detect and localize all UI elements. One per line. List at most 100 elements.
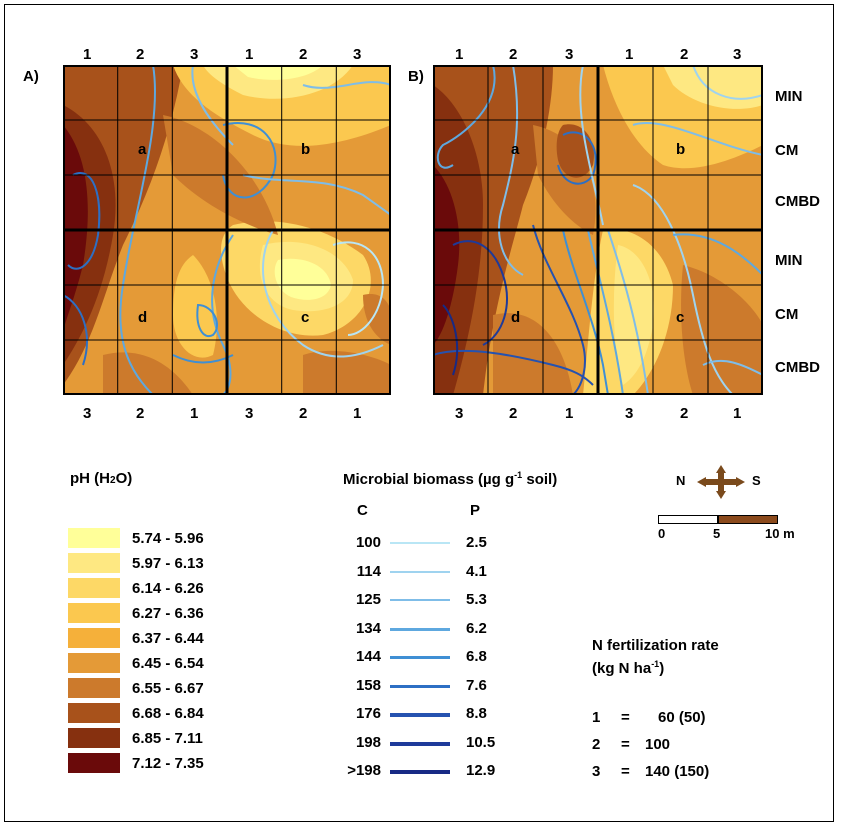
ph-range-label: 6.27 - 6.36 [132,604,204,622]
bottom-number: 2 [136,405,145,422]
biomass-legend-title: Microbial biomass (µg g-1 soil) [343,470,558,488]
biomass-contour-line [390,741,450,746]
ph-swatch [68,603,120,623]
ph-legend-row: 5.74 - 5.96 [68,528,204,548]
biomass-c-value: >198 [347,762,381,779]
figure-frame [4,4,834,822]
ph-swatch [68,628,120,648]
plot-label-d: d [511,309,521,326]
fert-equals-sign: = [621,709,630,726]
panel-b-label: B) [408,68,424,85]
biomass-p-value: 2.5 [466,534,487,551]
ph-range-label: 5.97 - 6.13 [132,554,204,572]
bottom-number: 1 [733,405,742,422]
biomass-p-value: 12.9 [466,762,496,779]
compass-n-label: N [676,473,686,488]
scale-bar-brown-segment [718,515,778,524]
top-number: 1 [455,46,464,63]
compass-arrows-icon [697,465,745,499]
bottom-number: 3 [245,405,254,422]
plot-label-c: c [301,309,310,326]
ph-legend-row: 6.85 - 7.11 [68,728,203,748]
biomass-p-value: 7.6 [466,676,487,694]
ph-legend-title: pH (H2O) [70,470,133,487]
ph-legend-row: 6.55 - 6.67 [68,678,204,698]
biomass-c-header: C [357,502,368,519]
compass-s-label: S [752,473,761,488]
scale-bar-white-segment [658,515,718,524]
row-label: CMBD [775,193,820,210]
ph-swatch [68,653,120,673]
ph-range-label: 7.12 - 7.35 [132,754,204,772]
biomass-p-value: 4.1 [466,562,487,580]
panel-b-map: a b c d [433,65,763,395]
fert-rate-number: 2 [592,736,601,753]
biomass-contour-line [390,599,450,601]
ph-swatch [68,703,120,723]
plot-label-c: c [676,309,685,326]
bottom-number: 3 [455,405,464,422]
plot-label-a: a [138,141,147,158]
row-label: CM [775,142,799,159]
ph-swatch [68,678,120,698]
top-number: 3 [733,46,742,63]
ph-legend-row: 6.27 - 6.36 [68,603,204,623]
row-label: CMBD [775,359,820,376]
ph-range-label: 6.85 - 7.11 [132,729,203,747]
bottom-number: 1 [190,405,199,422]
top-number: 3 [565,46,574,63]
top-number: 2 [299,46,308,63]
bottom-number: 1 [565,405,574,422]
row-label: MIN [775,88,803,105]
fert-rate-value: 100 [645,736,671,753]
ph-range-label: 6.55 - 6.67 [132,679,204,697]
ph-range-label: 6.37 - 6.44 [132,629,204,647]
ph-legend-row: 6.68 - 6.84 [68,703,204,723]
top-number: 2 [509,46,518,63]
biomass-p-value: 10.5 [466,733,496,751]
biomass-contour-line [390,570,450,573]
ph-legend-row: 6.45 - 6.54 [68,653,204,673]
biomass-c-value: 134 [355,619,381,637]
ph-range-label: 6.68 - 6.84 [132,704,204,722]
scale-label-10: 10 m [765,526,795,541]
fert-equals-sign: = [621,736,630,753]
biomass-c-value: 176 [355,705,381,722]
biomass-contour-line [390,684,450,688]
scale-label-5: 5 [713,526,721,541]
row-label: MIN [775,252,803,269]
bottom-number: 2 [680,405,689,422]
biomass-p-value: 6.8 [466,648,487,665]
biomass-p-header: P [470,502,481,519]
ph-swatch [68,553,120,573]
top-number: 2 [680,46,689,63]
top-number: 1 [245,46,254,63]
top-number: 3 [190,46,199,63]
bottom-number: 2 [509,405,518,422]
panel-a-label: A) [23,68,39,85]
top-number: 3 [353,46,362,63]
top-number: 1 [625,46,634,63]
fert-rate-value: 60 (50) [658,709,706,726]
bottom-number: 3 [83,405,92,422]
fert-equals-sign: = [621,763,630,780]
ph-range-label: 6.14 - 6.26 [132,579,204,597]
bottom-number: 3 [625,405,634,422]
plot-label-d: d [138,309,148,326]
top-number: 2 [136,46,145,63]
biomass-c-value: 144 [355,648,381,665]
fert-legend-title: N fertilization rate [592,637,719,654]
ph-legend-row: 6.14 - 6.26 [68,578,204,598]
biomass-c-value: 125 [355,591,381,608]
ph-legend-row: 6.37 - 6.44 [68,628,204,648]
ph-swatch [68,753,120,773]
biomass-contour-line [390,542,450,544]
biomass-c-value: 158 [355,676,381,694]
biomass-contour-line [390,656,450,659]
biomass-p-value: 6.2 [466,619,487,637]
fert-rate-number: 1 [592,709,601,726]
ph-legend-row: 7.12 - 7.35 [68,753,204,773]
biomass-p-value: 5.3 [466,591,487,608]
scale-label-0: 0 [658,526,666,541]
biomass-c-value: 114 [356,562,381,580]
